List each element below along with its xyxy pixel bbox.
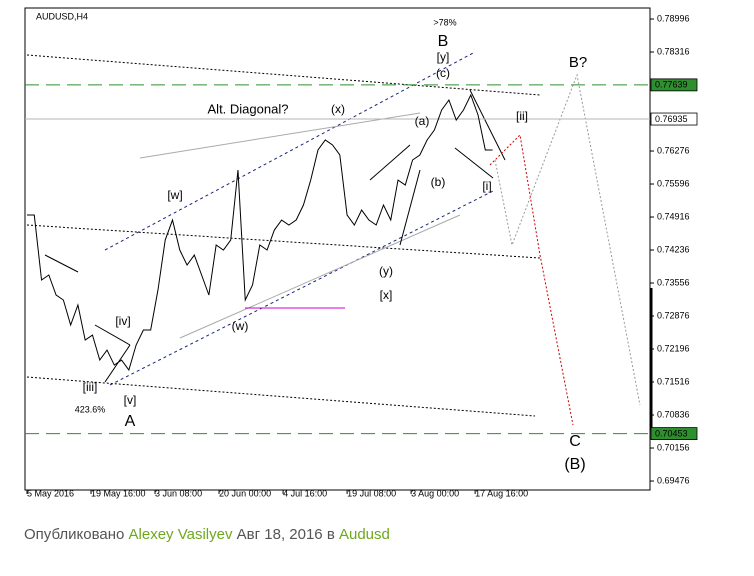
plot-frame [24,7,651,491]
y-tick-label: 0.70836 [657,409,690,419]
x-tick-label: 20 Jun 00:00 [219,488,271,498]
wave-label: [i] [482,179,491,193]
wave-label: (x) [331,102,345,116]
wave-label: (b) [431,175,446,189]
trend-line [26,376,536,417]
level-label-box [650,78,698,92]
wave-line [369,144,411,181]
level-label-box [650,112,698,126]
y-tick-label: 0.78316 [657,46,690,56]
y-tick-label: 0.73556 [657,277,690,287]
wave-label: Alt. Diagonal? [208,101,289,116]
chart: AUDUSD,H4 0.78996 0.78316 0.76276 0.75596 0.… [24,7,698,498]
wave-line [44,254,79,273]
wave-label: 423.6% [75,404,106,414]
y-tick-label: 0.71516 [657,376,690,386]
wave-label: [ii] [516,109,528,123]
price-line [27,93,493,372]
wave-label: [v] [124,393,137,407]
wave-label: (c) [436,66,450,80]
x-tick-label: 17 Aug 16:00 [475,488,528,498]
wave-label: (B) [564,456,585,473]
level-label-box [650,427,698,441]
y-tick-label: 0.69476 [657,475,690,485]
diagonal-line [139,112,421,159]
wave-line [94,324,131,346]
y-tick-label: 0.72196 [657,343,690,353]
wave-label: B [438,33,449,50]
footer-in: в [326,526,335,543]
wave-label: [iv] [115,314,130,328]
wave-label: (y) [379,264,393,278]
y-tick-label: 0.70156 [657,442,690,452]
projection-line [494,73,641,406]
wave-label: A [125,413,136,430]
wave-label: (a) [415,114,430,128]
wave-line [469,89,506,161]
chart-title: AUDUSD,H4 [36,11,88,21]
wave-label: [w] [167,188,182,202]
y-tick-label: 0.72876 [657,310,690,320]
x-tick-label: 19 Jul 08:00 [347,488,396,498]
x-tick-label: 19 May 16:00 [91,488,146,498]
projection-line [489,133,574,426]
footer-date: Авг 18, 2016 [236,526,323,543]
level-label: 0.76935 [655,114,688,124]
idea-link[interactable]: Audusd [338,526,390,543]
wave-line [454,147,494,179]
author-link[interactable]: Alexey Vasilyev [128,526,233,543]
x-tick-label: 3 Jun 08:00 [155,488,202,498]
y-tick-label: 0.75596 [657,178,690,188]
x-tick-label: 4 Jul 16:00 [283,488,327,498]
y-tick-label: 0.76276 [657,145,690,155]
wave-label: [x] [380,288,393,302]
footer-prefix: Опубликовано [24,526,125,543]
wave-label: [y] [437,50,450,64]
trend-line [26,224,541,259]
x-tick-label: 3 Aug 00:00 [411,488,459,498]
wave-label: C [569,433,581,450]
wave-line [399,169,421,246]
level-label: 0.77639 [655,80,688,90]
x-tick-label: 5 May 2016 [27,488,74,498]
diagonal-line [179,214,461,339]
footer: Опубликовано Alexey Vasilyev Авг 18, 201… [24,526,390,543]
trend-line [26,54,541,96]
wave-label: >78% [433,17,456,27]
drawings [26,51,641,426]
wave-label: (w) [232,319,249,333]
wave-line [104,344,131,383]
level-label: 0.70453 [655,428,688,438]
wave-label: [iii] [83,380,98,394]
y-tick-label: 0.74236 [657,244,690,254]
y-tick-label: 0.74916 [657,211,690,221]
y-tick-label: 0.78996 [657,13,690,23]
wave-label: B? [569,54,587,71]
